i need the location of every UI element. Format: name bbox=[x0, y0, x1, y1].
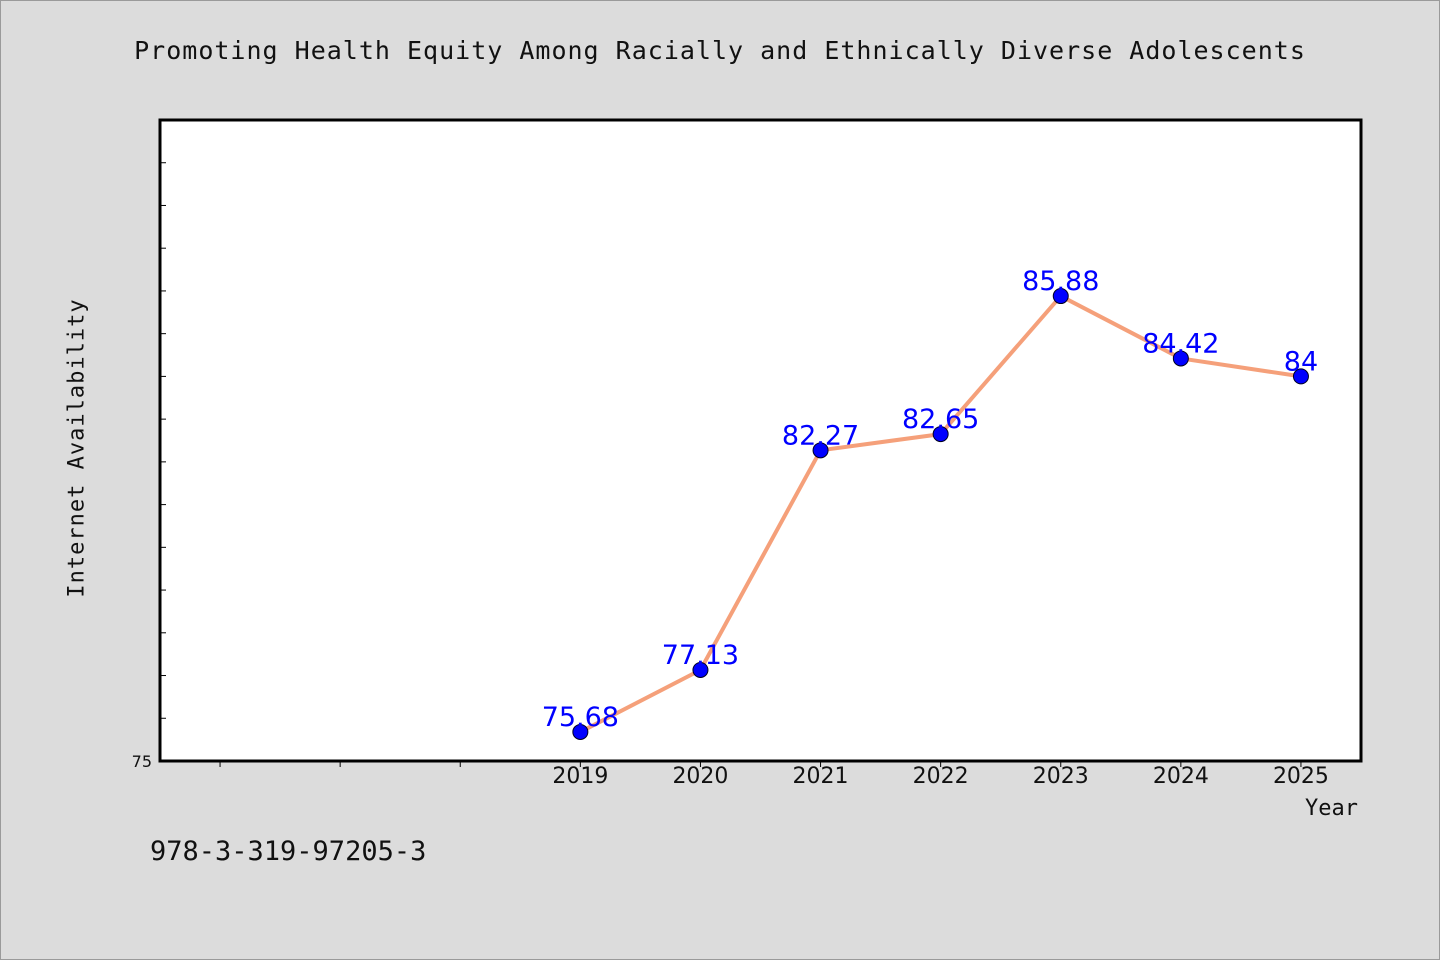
data-point bbox=[1292, 368, 1309, 385]
data-label: 84.42 bbox=[1142, 328, 1219, 359]
plot-area bbox=[158, 118, 1363, 763]
x-axis: 2019 2020 2021 2022 2023 2024 2025 bbox=[219, 761, 1329, 789]
data-point bbox=[692, 661, 709, 678]
x-axis-label: Year bbox=[1305, 796, 1358, 821]
data-label: 77.13 bbox=[662, 640, 739, 671]
data-label: 75.68 bbox=[542, 702, 619, 733]
data-point bbox=[1052, 288, 1069, 305]
data-point bbox=[812, 442, 829, 459]
data-label: 82.27 bbox=[782, 420, 859, 451]
series-layer: 75.68 77.13 82.27 82.65 85.88 84.42 84 bbox=[542, 266, 1318, 740]
data-point bbox=[932, 426, 949, 443]
data-point bbox=[572, 723, 589, 740]
x-tick-label: 2020 bbox=[672, 764, 728, 789]
x-tick-label: 2021 bbox=[793, 764, 849, 789]
x-tick-label: 2019 bbox=[552, 764, 608, 789]
x-tick-label: 2023 bbox=[1033, 764, 1089, 789]
isbn-text: 978-3-319-97205-3 bbox=[150, 836, 427, 867]
x-tick-label: 2025 bbox=[1273, 764, 1329, 789]
y-axis: 75 bbox=[132, 162, 166, 771]
chart-title: Promoting Health Equity Among Racially a… bbox=[134, 36, 1306, 65]
data-label: 85.88 bbox=[1022, 266, 1099, 297]
x-tick-label: 2022 bbox=[913, 764, 969, 789]
data-point bbox=[1172, 350, 1189, 367]
x-tick-label: 2024 bbox=[1153, 764, 1209, 789]
data-label: 82.65 bbox=[902, 404, 979, 435]
data-label: 84 bbox=[1284, 346, 1318, 377]
y-tick-label: 75 bbox=[132, 752, 152, 771]
